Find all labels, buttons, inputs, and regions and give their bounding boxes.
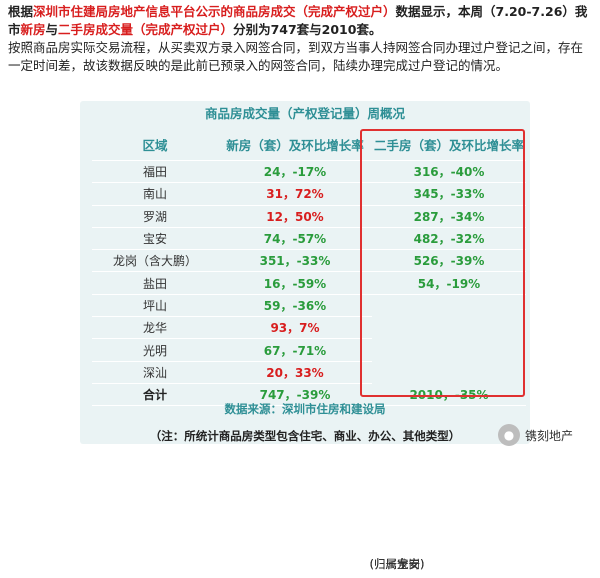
- second-cell: 54，-19%: [372, 271, 526, 295]
- second-cell: ——: [172, 556, 600, 578]
- new-cell: 93，7%: [218, 316, 372, 340]
- table-header-row: 区域 新房（套）及环比增长率 二手房（套）及环比增长率: [92, 128, 526, 161]
- total-second: 2010，-35%: [372, 383, 526, 407]
- data-source: 数据来源：深圳市住房和建设局: [224, 402, 386, 416]
- table-row: 宝安 74，-57% 482，-32%: [92, 227, 526, 251]
- table-row: 罗湖 12，50% 287，-34%: [92, 205, 526, 228]
- region-cell: 光明: [92, 338, 218, 362]
- intro-mid: 数据显示，本周（7.20-7.26）我市: [8, 4, 588, 37]
- new-cell: 67，-71%: [218, 338, 372, 362]
- second-cell: 526，-39%: [372, 249, 526, 273]
- table-row: 龙岗（含大鹏） 351，-33% 526，-39%: [92, 249, 526, 273]
- new-cell: 12，50%: [218, 205, 372, 228]
- region-cell: 福田: [92, 160, 218, 184]
- intro-text: 根据深圳市住建局房地产信息平台公示的商品房成交（完成产权过户）数据显示，本周（7…: [8, 3, 594, 75]
- table-row: 南山 31，72% 345，-33%: [92, 182, 526, 206]
- intro-new-highlight: 新房: [20, 22, 46, 37]
- region-cell: 罗湖: [92, 205, 218, 228]
- intro-explanation: 按照商品房实际交易流程，从买卖双方录入网签合同，到双方当事人持网签合同办理过户登…: [8, 40, 584, 73]
- table-row: 盐田 16，-59% 54，-19%: [92, 271, 526, 295]
- footnote: （注：所统计商品房类型包含住宅、商业、办公、其他类型）: [149, 429, 461, 443]
- new-cell: 16，-59%: [218, 271, 372, 295]
- region-cell: 盐田: [92, 271, 218, 295]
- total-new: 747，-39%: [218, 383, 372, 407]
- new-cell: 74，-57%: [218, 227, 372, 251]
- second-cell: 316，-40%: [372, 160, 526, 184]
- intro-second-highlight: 二手房成交量（完成产权过户）: [58, 22, 234, 37]
- intro-source-highlight: 深圳市住建局房地产信息平台公示的商品房成交（完成产权过户）: [33, 4, 396, 19]
- watermark-text: 镌刻地产: [525, 428, 574, 443]
- region-cell: 南山: [92, 182, 218, 206]
- wechat-icon: ●: [498, 424, 520, 446]
- header-new: 新房（套）及环比增长率: [218, 128, 372, 161]
- new-cell: 20，33%: [218, 361, 372, 384]
- header-region: 区域: [92, 128, 218, 161]
- region-cell: 坪山: [92, 294, 218, 318]
- header-second: 二手房（套）及环比增长率: [372, 128, 526, 161]
- total-label: 合计: [92, 383, 218, 407]
- new-cell: 31，72%: [218, 182, 372, 206]
- intro-result: 分别为747套与2010套。: [233, 22, 382, 37]
- region-cell: 宝安: [92, 227, 218, 251]
- table-title: 商品房成交量（产权登记量）周概况: [204, 106, 405, 121]
- second-cell: 345，-33%: [372, 182, 526, 206]
- total-row: 合计 747，-39% 2010，-35%: [92, 383, 526, 407]
- second-cell: 287，-34%: [372, 205, 526, 228]
- new-cell: 351，-33%: [218, 249, 372, 273]
- region-cell: 龙岗（含大鹏）: [92, 249, 218, 273]
- intro-lead: 根据: [8, 4, 34, 19]
- second-cell: 482，-32%: [372, 227, 526, 251]
- table-row: 福田 24，-17% 316，-40%: [92, 160, 526, 184]
- new-cell: 24，-17%: [218, 160, 372, 184]
- watermark: ● 镌刻地产: [498, 423, 573, 447]
- new-cell: 59，-36%: [218, 294, 372, 318]
- second-hand-highlight-box: [360, 129, 525, 397]
- region-cell: 深汕: [92, 361, 218, 384]
- intro-and: 与: [45, 22, 59, 37]
- region-cell: 龙华: [92, 316, 218, 340]
